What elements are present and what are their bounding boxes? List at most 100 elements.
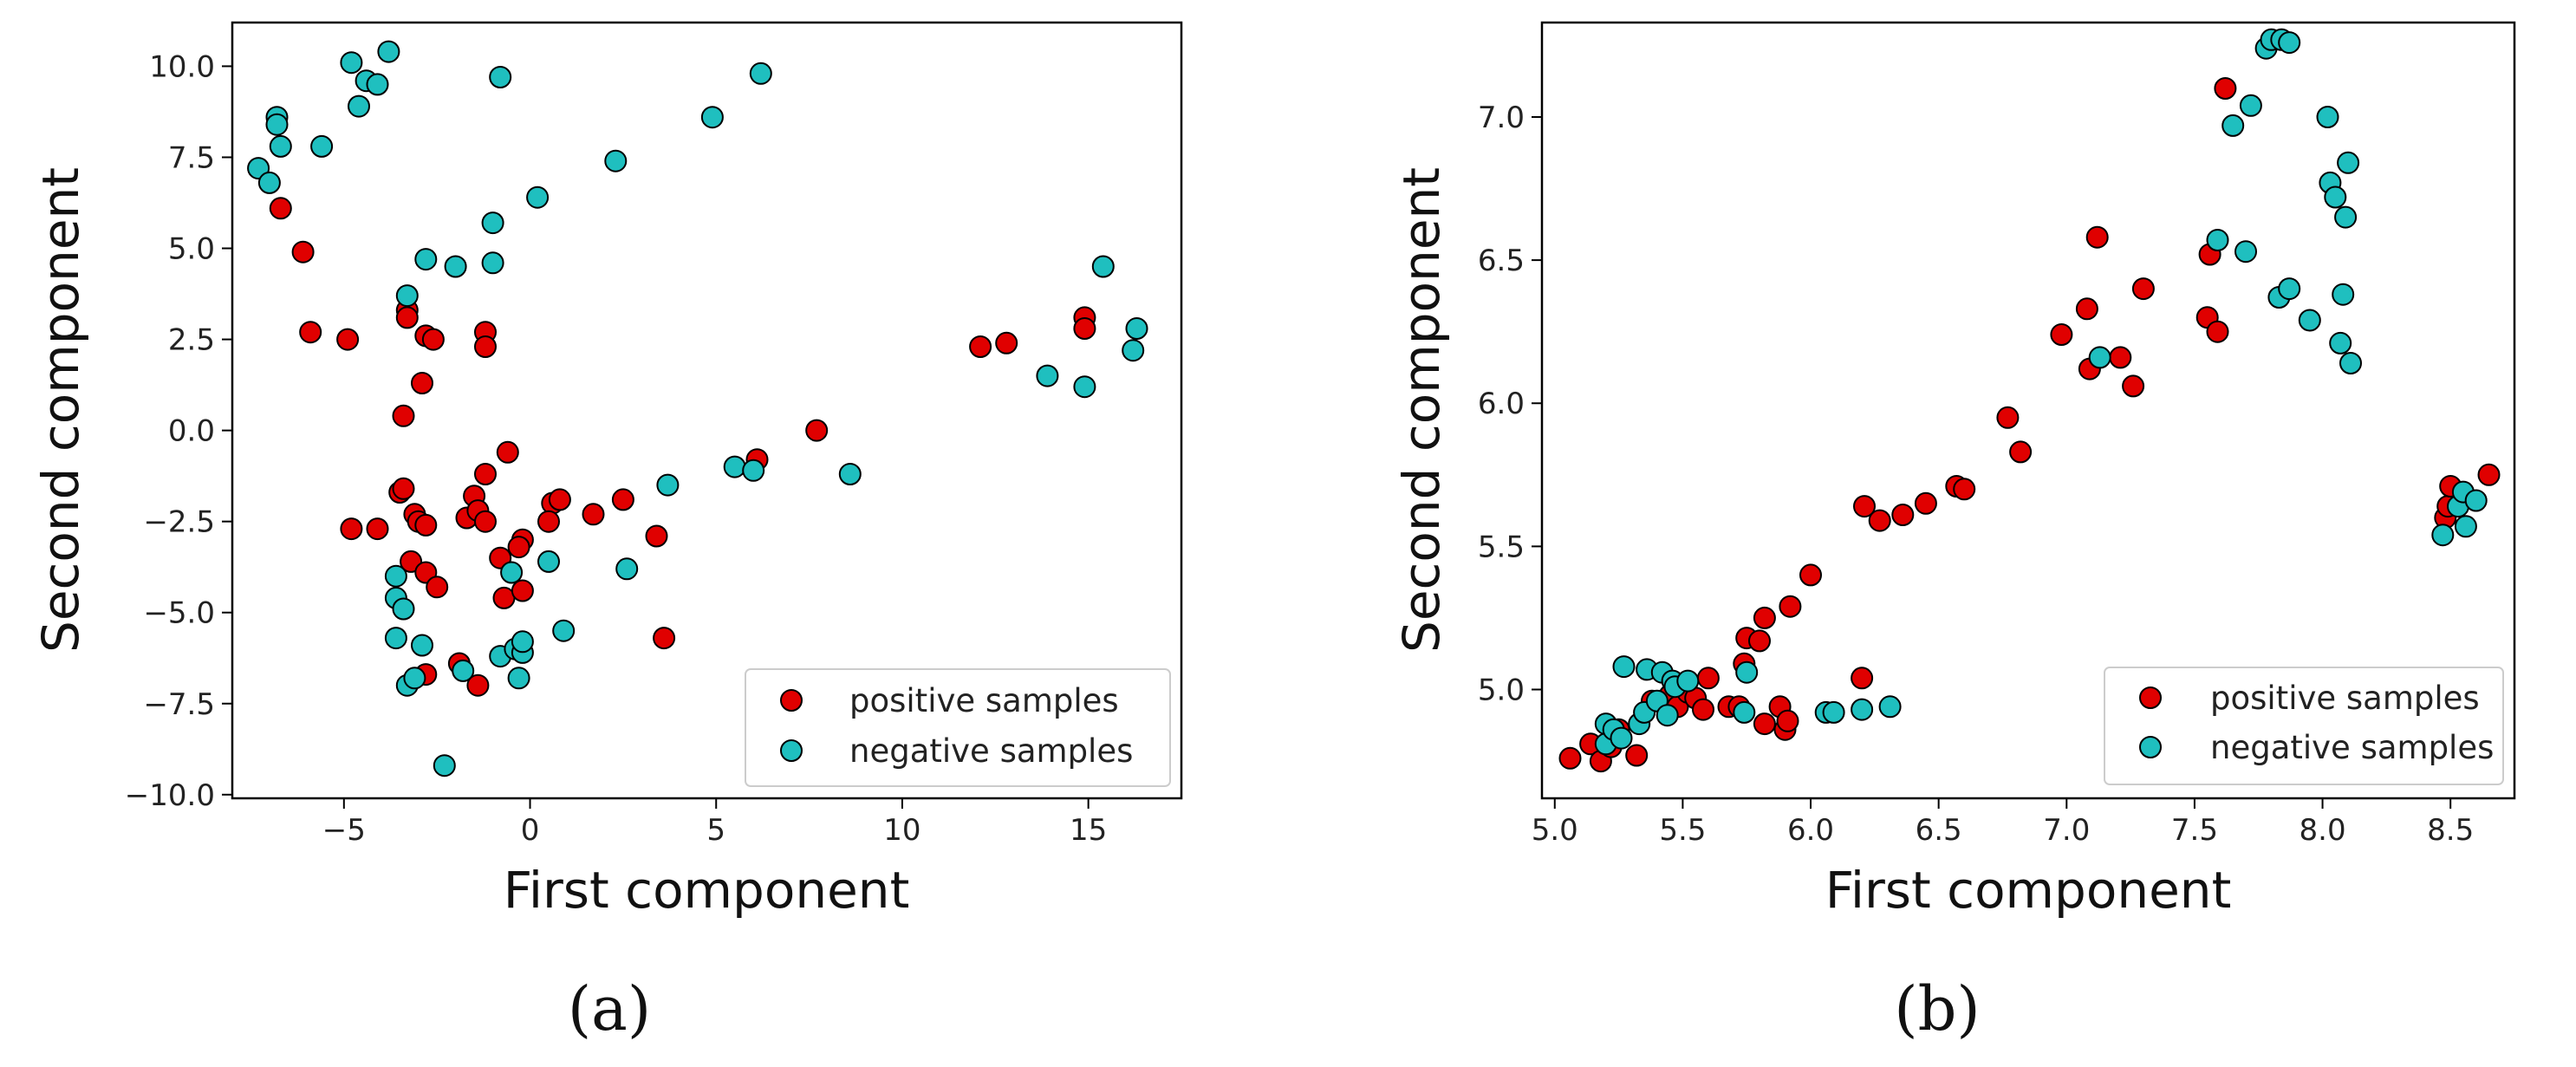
y-tick-label: 2.5 [168, 323, 215, 358]
positive-sample-point [2477, 463, 2501, 486]
positive-sample-point [2009, 440, 2033, 464]
scatter-points-b [1558, 28, 2501, 773]
legend-marker-negative-b [2139, 736, 2162, 758]
x-tick-label: 7.0 [2043, 813, 2090, 848]
negative-sample-point [1735, 660, 1759, 684]
y-tick-label: −10.0 [125, 778, 215, 813]
positive-sample-point [1853, 495, 1876, 518]
positive-sample-point [1868, 509, 1891, 532]
negative-sample-point [656, 473, 680, 497]
positive-sample-point [2050, 323, 2073, 346]
y-tick-label: 5.0 [1478, 673, 1525, 708]
negative-sample-point [723, 455, 746, 478]
positive-sample-point [511, 579, 534, 602]
negative-sample-point [2339, 352, 2362, 374]
negative-sample-point [411, 634, 433, 657]
positive-sample-point [426, 576, 449, 599]
negative-sample-point [511, 630, 534, 654]
y-tick-label: 6.0 [1478, 387, 1525, 421]
negative-sample-point [2239, 94, 2262, 117]
positive-sample-point [411, 372, 433, 394]
positive-sample-point [537, 510, 560, 533]
positive-sample-point [392, 404, 415, 427]
negative-sample-point [2221, 114, 2245, 137]
positive-sample-point [1953, 478, 1976, 501]
positive-sample-point [1558, 746, 1582, 770]
x-tick-label: 10 [883, 813, 920, 848]
legend-b: positive samples negative samples [2104, 667, 2504, 785]
negative-sample-point [2334, 205, 2358, 229]
y-tick-label: 7.5 [168, 140, 215, 175]
legend-a: positive samples negative samples [745, 668, 1171, 787]
positive-sample-point [507, 536, 530, 559]
negative-sample-point [2337, 151, 2360, 174]
positive-sample-point [474, 335, 497, 358]
positive-sample-point [805, 419, 829, 442]
positive-sample-point [2214, 77, 2237, 100]
positive-sample-point [1753, 712, 1776, 736]
x-tick-label: 6.5 [1916, 813, 1962, 848]
negative-sample-point [2332, 283, 2355, 306]
positive-sample-point [299, 321, 322, 344]
x-tick-label: 0 [521, 813, 540, 848]
positive-sample-point [1996, 406, 2020, 429]
x-tick-label: −5 [322, 813, 366, 848]
positive-sample-point [1799, 563, 1822, 587]
negative-sample-point [2454, 515, 2477, 538]
x-tick-label: 8.5 [2427, 813, 2474, 848]
negative-sample-point [384, 627, 407, 650]
y-axis-title-a: Second component [31, 167, 90, 653]
positive-sample-point [2109, 346, 2132, 369]
negative-sample-point [1073, 375, 1096, 399]
negative-sample-point [526, 185, 550, 209]
positive-sample-point [969, 335, 992, 358]
legend-label-positive-b: positive samples [2210, 680, 2480, 717]
positive-sample-point [582, 503, 605, 526]
positive-sample-point [1748, 629, 1771, 653]
legend-label-positive-a: positive samples [849, 682, 1119, 719]
x-tick-label: 7.5 [2171, 813, 2218, 848]
caption-b: (b) [1894, 973, 1980, 1044]
legend-box-b [2104, 667, 2504, 785]
negative-sample-point [2234, 240, 2257, 263]
negative-sample-point [366, 73, 389, 96]
y-tick-label: −2.5 [143, 505, 215, 540]
negative-sample-point [838, 463, 862, 485]
panel-a: −5 0 5 10 15 −10.0 −7.5 −5.0 −2.5 0.0 2.5 5.0 7.5 10.… [31, 21, 1183, 1044]
negative-sample-point [1036, 364, 1059, 387]
negative-sample-point [489, 66, 512, 88]
x-tick-label: 5.5 [1659, 813, 1706, 848]
positive-sample-point [474, 510, 497, 533]
positive-sample-point [366, 517, 389, 541]
positive-sample-point [645, 524, 668, 548]
negative-sample-point [310, 134, 334, 158]
negative-sample-point [2324, 185, 2347, 209]
negative-sample-point [481, 251, 504, 275]
negative-sample-point [481, 211, 504, 235]
negative-sample-point [615, 557, 639, 581]
negative-sample-point [2431, 524, 2455, 547]
negative-sample-point [2316, 106, 2339, 128]
negative-sample-point [403, 667, 426, 690]
y-tick-label: 10.0 [149, 49, 215, 84]
legend-marker-positive-a [780, 689, 803, 712]
positive-sample-point [1073, 317, 1096, 340]
negative-sample-point [1851, 698, 1874, 721]
positive-sample-point [2122, 374, 2145, 398]
negative-sample-point [269, 134, 292, 158]
x-tick-label: 8.0 [2300, 813, 2346, 848]
positive-sample-point [2206, 320, 2229, 343]
negative-sample-point [1676, 669, 1700, 693]
negative-sample-point [265, 113, 289, 136]
negative-sample-point [1125, 317, 1148, 340]
y-tick-label: 7.0 [1478, 101, 1525, 135]
negative-sample-point [2464, 489, 2488, 512]
negative-sample-point [552, 619, 576, 642]
positive-sample-point [548, 488, 571, 511]
negative-sample-point [348, 94, 370, 118]
y-axis-title-b: Second component [1392, 167, 1451, 653]
positive-sample-point [474, 463, 497, 485]
negative-sample-point [749, 62, 772, 85]
negative-sample-point [2329, 331, 2352, 355]
